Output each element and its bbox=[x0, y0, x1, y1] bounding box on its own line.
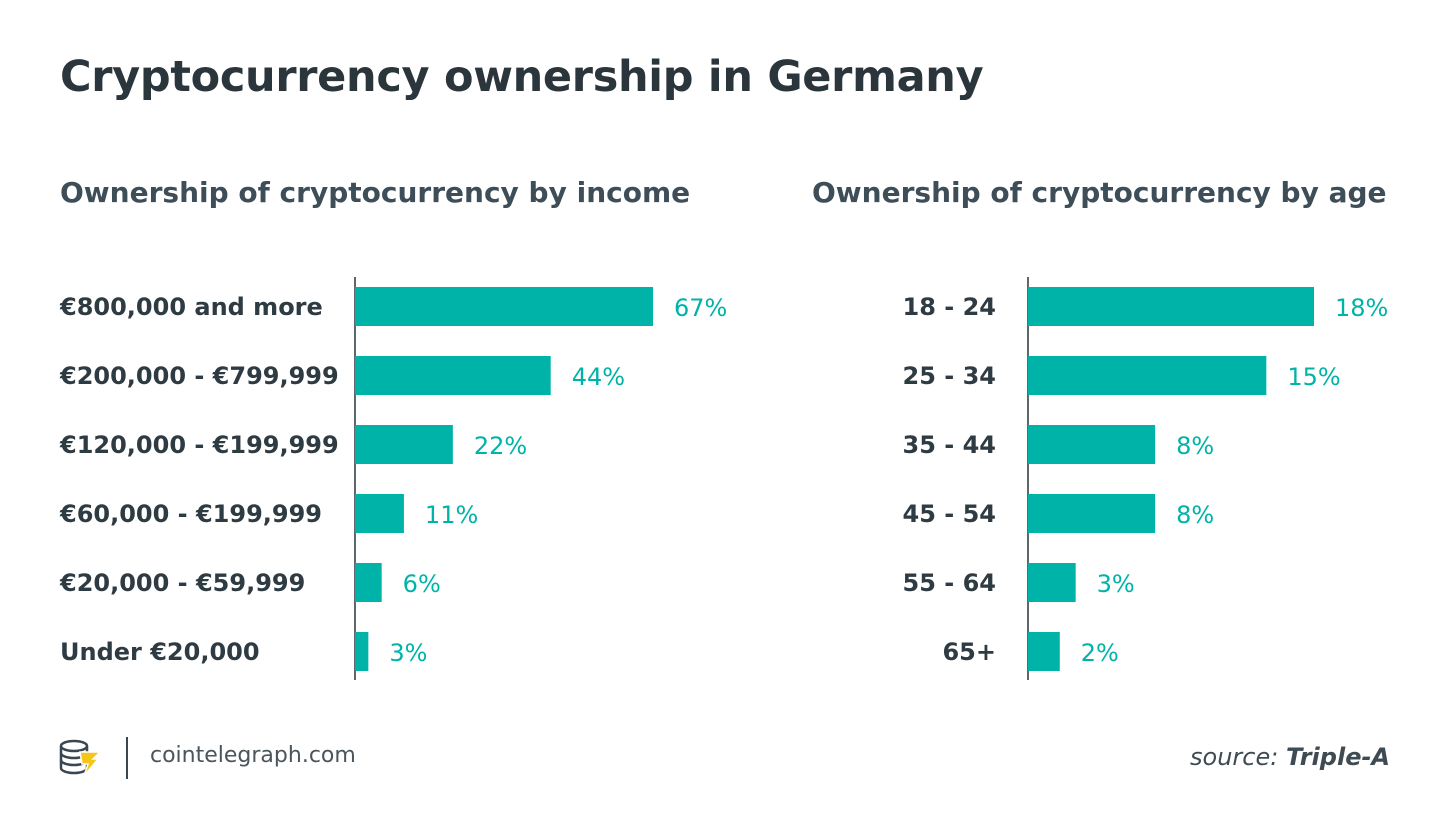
income-category-label: €800,000 and more bbox=[59, 293, 323, 321]
income-value-label: 3% bbox=[389, 639, 427, 667]
age-bar bbox=[1028, 287, 1314, 326]
source-credit: source: Triple-A bbox=[1190, 743, 1390, 771]
age-chart-title: Ownership of cryptocurrency by age bbox=[812, 176, 1387, 209]
income-category-label: €20,000 - €59,999 bbox=[59, 569, 305, 597]
income-category-label: €200,000 - €799,999 bbox=[59, 362, 339, 390]
age-bar bbox=[1028, 356, 1267, 395]
age-value-label: 15% bbox=[1287, 363, 1340, 391]
cointelegraph-coin-icon bbox=[58, 738, 104, 784]
age-category-label: 65+ bbox=[942, 638, 996, 666]
footer-divider bbox=[126, 737, 128, 779]
age-category-label: 55 - 64 bbox=[903, 569, 996, 597]
age-value-label: 8% bbox=[1176, 501, 1214, 529]
income-bar bbox=[355, 494, 404, 533]
source-name: Triple-A bbox=[1285, 743, 1390, 771]
income-value-label: 11% bbox=[425, 501, 478, 529]
income-chart-title: Ownership of cryptocurrency by income bbox=[60, 176, 691, 209]
age-category-label: 45 - 54 bbox=[903, 500, 996, 528]
income-value-label: 44% bbox=[572, 363, 625, 391]
income-category-label: Under €20,000 bbox=[60, 638, 260, 666]
page-title: Cryptocurrency ownership in Germany bbox=[60, 52, 984, 102]
source-prefix: source: bbox=[1190, 743, 1279, 771]
age-category-label: 25 - 34 bbox=[903, 362, 996, 390]
income-value-label: 6% bbox=[403, 570, 441, 598]
age-bar bbox=[1028, 494, 1156, 533]
age-value-label: 2% bbox=[1081, 639, 1119, 667]
age-bar bbox=[1028, 425, 1156, 464]
age-bar bbox=[1028, 632, 1060, 671]
income-bar bbox=[355, 287, 653, 326]
age-value-label: 3% bbox=[1097, 570, 1135, 598]
income-category-label: €120,000 - €199,999 bbox=[59, 431, 339, 459]
income-value-label: 67% bbox=[674, 294, 727, 322]
footer-site-link[interactable]: cointelegraph.com bbox=[150, 743, 356, 768]
age-category-label: 18 - 24 bbox=[903, 293, 996, 321]
age-value-label: 8% bbox=[1176, 432, 1214, 460]
income-bar bbox=[355, 425, 453, 464]
income-bar bbox=[355, 632, 369, 671]
income-category-label: €60,000 - €199,999 bbox=[59, 500, 322, 528]
age-value-label: 18% bbox=[1335, 294, 1388, 322]
income-bar bbox=[355, 356, 551, 395]
age-bar bbox=[1028, 563, 1076, 602]
income-value-label: 22% bbox=[474, 432, 527, 460]
age-category-label: 35 - 44 bbox=[903, 431, 996, 459]
income-bar bbox=[355, 563, 382, 602]
